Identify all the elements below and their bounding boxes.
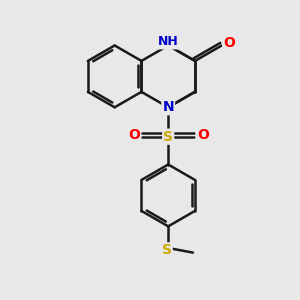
Text: O: O: [128, 128, 140, 142]
Text: S: S: [163, 130, 173, 144]
Text: S: S: [162, 243, 172, 257]
Text: N: N: [162, 100, 174, 114]
Text: O: O: [223, 35, 235, 50]
Text: NH: NH: [158, 35, 178, 48]
Text: O: O: [197, 128, 209, 142]
